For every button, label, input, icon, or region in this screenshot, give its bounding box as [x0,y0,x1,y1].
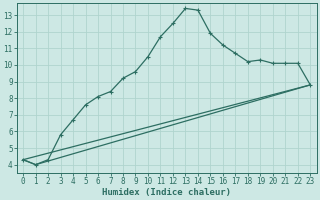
X-axis label: Humidex (Indice chaleur): Humidex (Indice chaleur) [102,188,231,197]
